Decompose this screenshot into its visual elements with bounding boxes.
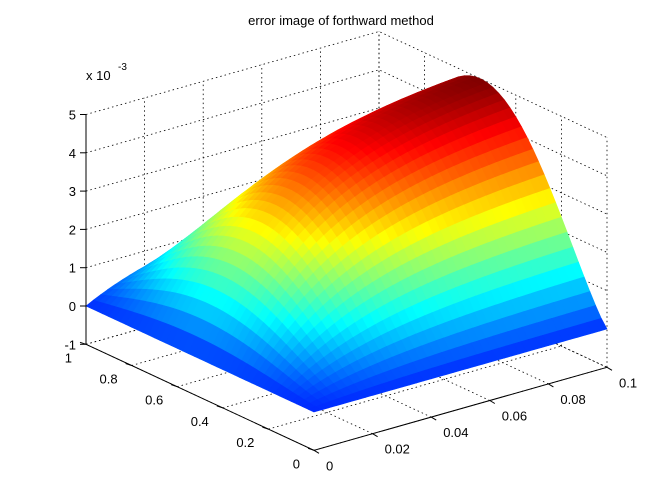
x-tick	[372, 433, 378, 438]
x-tick-label: 0	[326, 458, 333, 473]
tick-labels: 00.020.040.060.080.100.20.40.60.81-10123…	[64, 108, 637, 474]
z-tick-label: 2	[69, 222, 76, 237]
grid-line	[85, 31, 608, 138]
x-tick	[606, 366, 613, 371]
z-tick-label: 1	[69, 261, 76, 276]
grid-line	[85, 260, 380, 345]
x-tick-label: 0.04	[443, 425, 468, 440]
y-tick-label: 0.2	[236, 435, 254, 450]
y-tick-label: 0.4	[191, 414, 209, 429]
y-tick-label: 0.6	[145, 393, 163, 408]
y-tick	[171, 384, 178, 388]
y-tick	[262, 426, 269, 430]
z-tick-label: 3	[69, 184, 76, 199]
grid-line	[177, 303, 471, 388]
grid-line	[378, 260, 608, 368]
grid-line	[261, 294, 490, 401]
x-tick	[548, 383, 554, 388]
y-tick	[125, 363, 132, 366]
chart-title: error image of forthward method	[248, 13, 434, 28]
error-surface	[85, 75, 608, 413]
grid-line	[268, 345, 562, 430]
grid-line	[131, 282, 425, 366]
z-tick-label: 0	[69, 299, 76, 314]
x-tick-label: 0.02	[385, 442, 410, 457]
z-tick-label: -1	[64, 337, 76, 352]
exponent-base: x 10	[86, 68, 111, 83]
y-tick-label: 1	[65, 350, 72, 365]
grid-line	[203, 310, 432, 418]
surface-cell	[307, 406, 323, 413]
y-tick-label: 0	[293, 456, 300, 471]
z-tick-label: 5	[69, 108, 76, 123]
x-tick-label: 0.06	[502, 409, 527, 424]
exponent-power: -3	[118, 62, 127, 73]
x-tick	[313, 449, 320, 454]
y-tick	[216, 405, 223, 409]
y-tick-label: 0.8	[100, 372, 118, 387]
y-tick	[307, 447, 315, 451]
x-tick-label: 0.08	[560, 392, 585, 407]
x-tick-label: 0.1	[619, 375, 637, 390]
grid-line	[144, 327, 373, 435]
x-tick	[430, 416, 437, 421]
z-tick-label: 4	[69, 146, 76, 161]
grid-line	[320, 277, 549, 385]
grid-line	[222, 324, 516, 409]
x-tick	[489, 400, 496, 404]
